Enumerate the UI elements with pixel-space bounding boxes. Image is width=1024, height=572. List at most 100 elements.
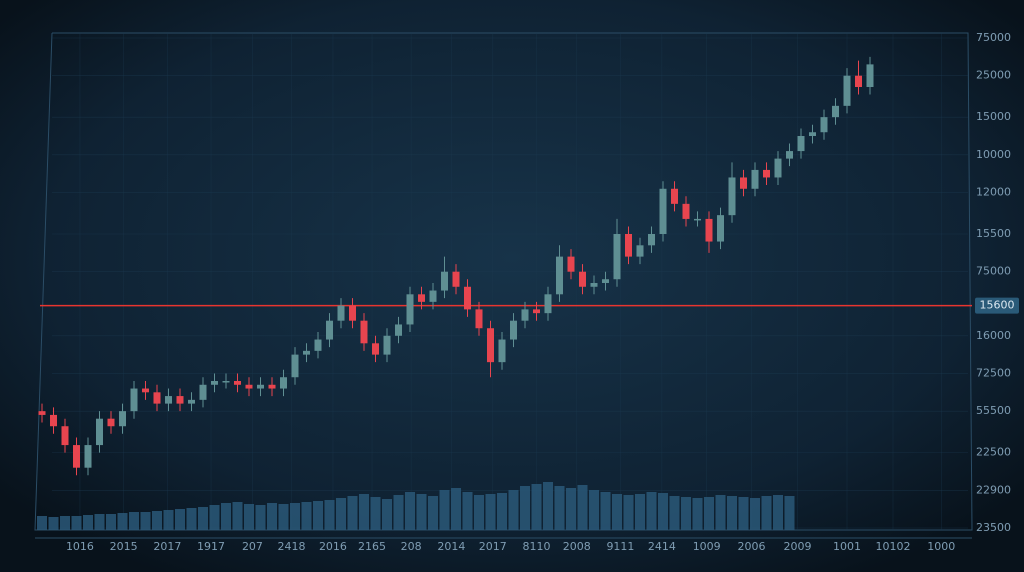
candle-body (763, 169, 770, 178)
candle-body (395, 324, 402, 336)
volume-bar (646, 492, 657, 530)
volume-bar (485, 494, 496, 530)
volume-bar (359, 494, 369, 530)
candle-body (843, 75, 851, 106)
candle-body (705, 218, 713, 242)
volume-bar (428, 496, 438, 530)
volume-bar (290, 503, 300, 530)
candle-body (464, 286, 471, 310)
candle-body (510, 320, 517, 340)
volume-bar (152, 511, 162, 530)
candle-body (199, 384, 207, 400)
volume-bar (140, 512, 151, 530)
candle-body (728, 177, 736, 216)
x-tick-label: 2418 (278, 540, 306, 553)
x-tick-label: 1009 (693, 540, 721, 553)
volume-bar (566, 488, 576, 530)
volume-bar (255, 505, 266, 530)
volume-bar (393, 495, 404, 530)
volume-bar (60, 516, 70, 530)
volume-bar (117, 513, 128, 530)
y-tick-label: 22500 (976, 446, 1011, 459)
candle-body (153, 392, 161, 404)
plot-frame (34, 32, 973, 531)
volume-bar (497, 493, 507, 530)
volume-bar (554, 486, 565, 530)
volume-bar (106, 514, 116, 530)
volume-bar (221, 503, 231, 530)
candle-body (579, 271, 586, 287)
volume-bar (508, 490, 519, 530)
candle-body (38, 411, 46, 415)
candle-body (602, 279, 609, 283)
candle-body (326, 320, 333, 340)
volume-bar (543, 482, 553, 530)
candle-body (751, 169, 759, 189)
volume-bar (94, 514, 105, 530)
volume-bar (370, 497, 381, 530)
y-tick-label: 55500 (976, 404, 1011, 417)
x-tick-label: 8110 (523, 540, 551, 553)
candle-body (119, 411, 126, 427)
candle-body (567, 256, 575, 272)
x-tick-label: 1917 (197, 540, 225, 553)
x-tick-label: 208 (401, 540, 422, 553)
volume-bar (692, 498, 703, 530)
y-tick-label: 25000 (976, 69, 1011, 82)
candle-body (222, 381, 230, 383)
y-tick-label: 15000 (976, 110, 1011, 123)
volume-bar (37, 516, 47, 530)
x-tick-label: 207 (242, 540, 263, 553)
x-tick-label: 2015 (110, 540, 138, 553)
volume-bar (474, 495, 484, 530)
candle-body (498, 339, 506, 363)
volume-bar (347, 496, 358, 530)
candle-body (142, 388, 149, 393)
volume-bar (773, 495, 783, 530)
volume-bar (462, 492, 473, 530)
candle-body (314, 339, 322, 351)
x-tick-label: 2165 (358, 540, 386, 553)
x-tick-label: 2017 (153, 540, 181, 553)
candle-body (820, 117, 828, 133)
volume-bar (175, 509, 185, 530)
candle-body (556, 256, 563, 295)
y-tick-label: 75000 (976, 31, 1011, 44)
volume-bar (669, 496, 680, 530)
x-tick-label: 2014 (437, 540, 465, 553)
candle-body (797, 136, 805, 152)
volume-bar (336, 498, 346, 530)
volume-bar (71, 516, 82, 530)
volume-bar (658, 493, 668, 530)
candle-body (188, 399, 195, 404)
candle-body (659, 188, 667, 234)
candle-body (96, 418, 103, 446)
candle-body (590, 283, 598, 287)
volume-bar (405, 492, 415, 530)
volume-bar (451, 488, 461, 530)
candle-body (61, 426, 69, 446)
candle-body (165, 396, 172, 404)
volume-bar (198, 507, 208, 530)
candle-body (280, 377, 287, 389)
volume-bar (531, 484, 542, 530)
candle-body (257, 384, 264, 389)
volume-bar (129, 512, 139, 530)
volume-bar (784, 496, 795, 530)
volume-bar (681, 497, 691, 530)
candle-body (372, 343, 379, 355)
candle-body (268, 384, 276, 389)
x-tick-label: 2008 (563, 540, 591, 553)
volume-bar (324, 500, 335, 530)
volume-bar (520, 486, 530, 530)
candle-body (429, 290, 437, 302)
candle-body (291, 354, 299, 378)
volume-bar (48, 517, 59, 530)
candle-body (245, 384, 253, 389)
volume-bar (232, 502, 243, 530)
price-tag (975, 297, 1019, 314)
candle-body (383, 335, 391, 355)
volume-bar (750, 498, 760, 530)
volume-bar (278, 504, 289, 530)
